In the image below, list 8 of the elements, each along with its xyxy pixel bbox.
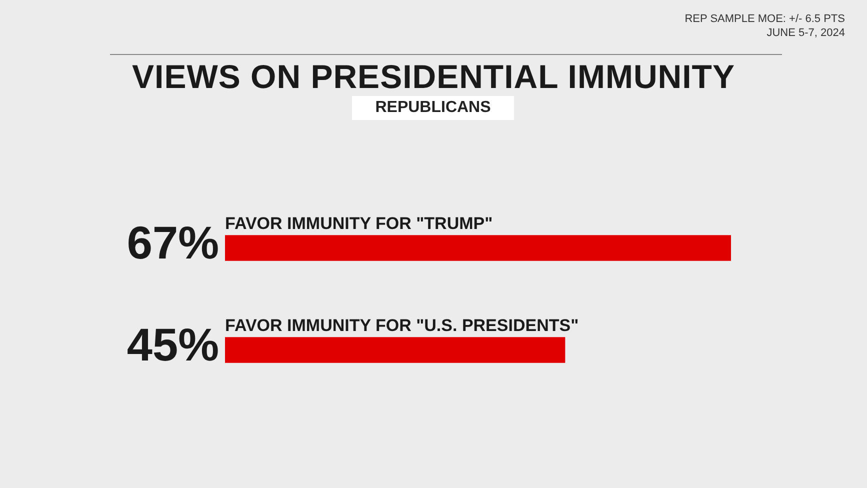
text: REP SAMPLE MOE: +/- 6.5 PTS [684, 12, 845, 26]
chart-subtitle: REPUBLICANS [352, 96, 514, 120]
text: JUNE 5-7, 2024 [766, 26, 845, 40]
chart-title: VIEWS ON PRESIDENTIAL IMMUNITY [131, 58, 736, 96]
data-label: 45% [126, 318, 219, 371]
data-label: 67% [126, 216, 219, 269]
y-tick-label: FAVOR IMMUNITY FOR "U.S. PRESIDENTS" [225, 316, 579, 336]
y-tick-label: FAVOR IMMUNITY FOR "TRUMP" [225, 214, 493, 234]
